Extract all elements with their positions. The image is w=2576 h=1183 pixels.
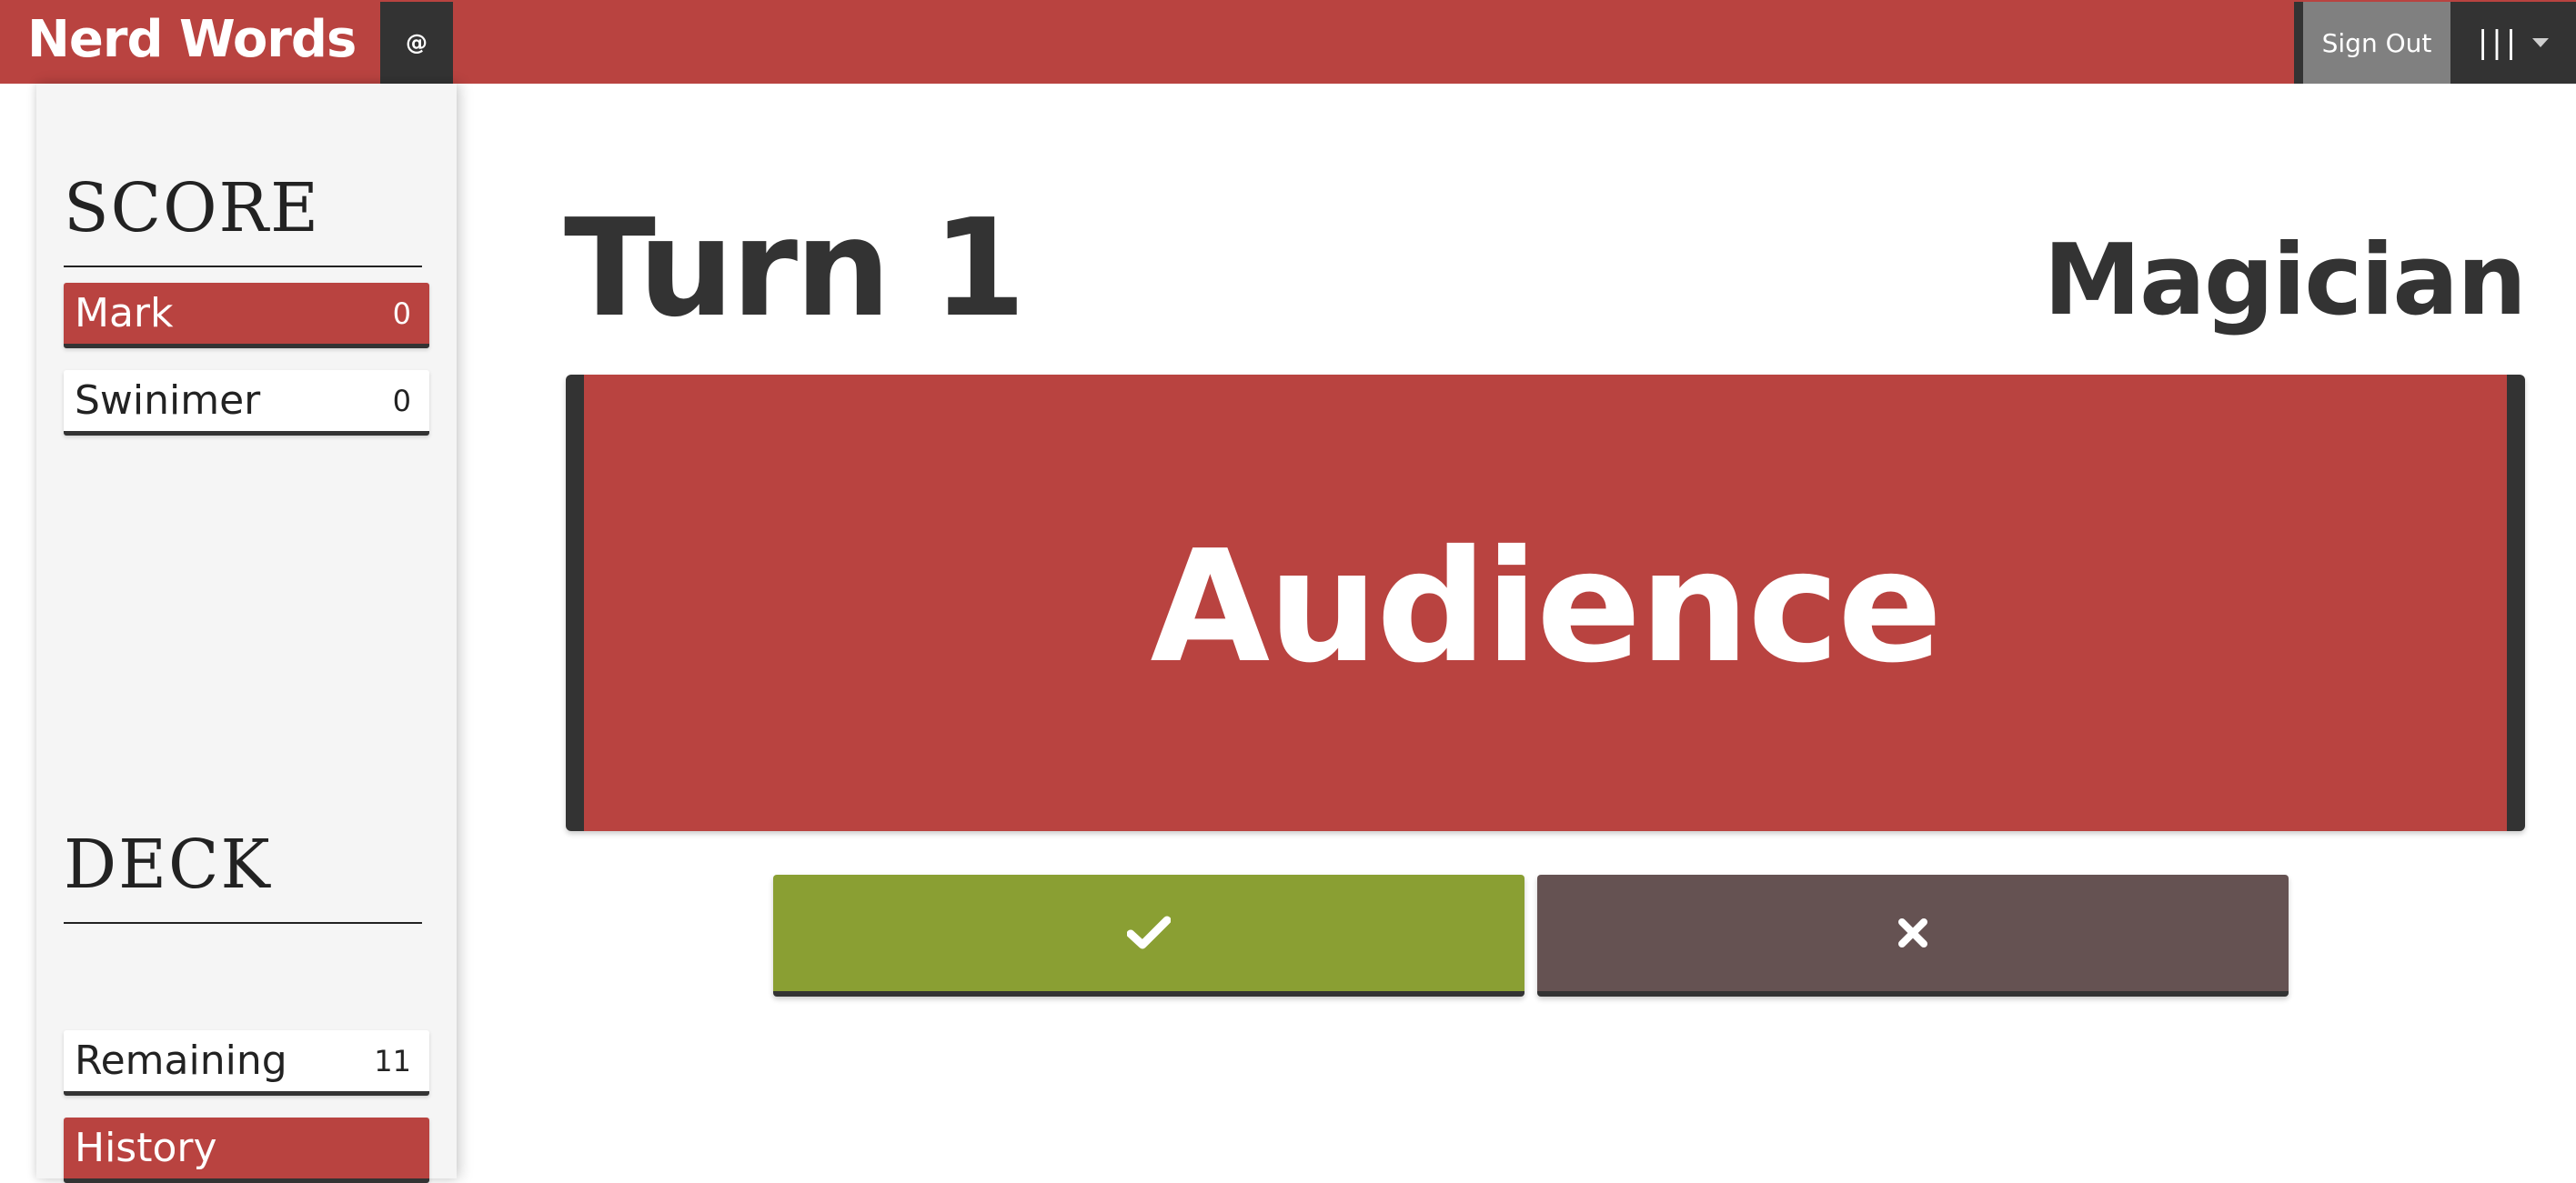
chevron-down-icon	[2532, 38, 2550, 47]
current-word: Audience	[1150, 517, 1943, 697]
top-navbar: Nerd Words @ Sign Out |||	[0, 0, 2576, 84]
word-card: Audience	[566, 375, 2525, 831]
close-icon	[1898, 918, 1927, 947]
at-button[interactable]: @	[380, 2, 453, 84]
score-row-swinimer[interactable]: Swinimer 0	[64, 370, 429, 436]
role-title: Magician	[2043, 224, 2527, 337]
history-button[interactable]: History	[64, 1118, 429, 1183]
player-name: Mark	[75, 290, 174, 336]
navbar-divider	[2294, 2, 2303, 84]
turn-title: Turn 1	[564, 190, 1026, 346]
history-label: History	[75, 1125, 217, 1171]
remaining-label: Remaining	[75, 1038, 287, 1084]
score-heading: SCORE	[64, 175, 422, 267]
player-score: 0	[392, 296, 411, 331]
correct-button[interactable]	[773, 875, 1524, 997]
menu-dropdown-button[interactable]: |||	[2450, 2, 2576, 84]
sign-out-button[interactable]: Sign Out	[2303, 2, 2450, 84]
score-row-mark[interactable]: Mark 0	[64, 283, 429, 348]
brand-logo[interactable]: Nerd Words	[27, 10, 357, 69]
menu-bars-icon: |||	[2477, 25, 2521, 61]
skip-button[interactable]	[1537, 875, 2289, 997]
remaining-count: 11	[374, 1043, 411, 1078]
sidebar: SCORE Mark 0 Swinimer 0 DECK Remaining 1…	[36, 84, 457, 1183]
deck-remaining-row[interactable]: Remaining 11	[64, 1030, 429, 1096]
deck-heading: DECK	[64, 831, 422, 924]
player-score: 0	[392, 383, 411, 418]
player-name: Swinimer	[75, 377, 261, 424]
check-icon	[1127, 916, 1171, 949]
